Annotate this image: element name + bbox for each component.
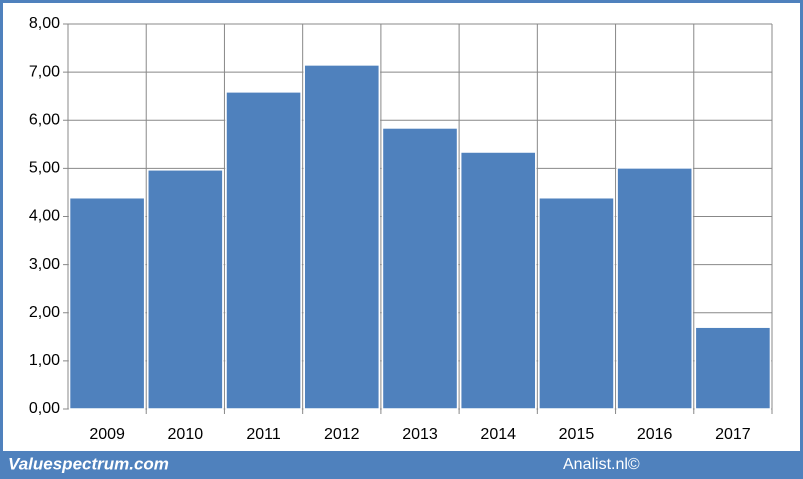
bar bbox=[538, 196, 615, 410]
x-tick-label: 2009 bbox=[89, 426, 125, 443]
bar bbox=[459, 151, 537, 410]
x-tick-label: 2013 bbox=[402, 426, 438, 443]
x-tick-label: 2016 bbox=[637, 426, 673, 443]
y-tick-label: 5,00 bbox=[29, 160, 60, 177]
x-tick-label: 2011 bbox=[246, 426, 281, 443]
x-tick-label: 2017 bbox=[715, 426, 751, 443]
bar bbox=[147, 169, 224, 410]
x-tick-label: 2015 bbox=[559, 426, 595, 443]
y-tick-label: 3,00 bbox=[29, 256, 60, 273]
bar bbox=[68, 196, 146, 410]
y-tick-label: 0,00 bbox=[29, 400, 60, 417]
bar bbox=[225, 91, 302, 410]
bar bbox=[694, 326, 772, 410]
x-tick-label: 2014 bbox=[480, 426, 516, 443]
y-tick-label: 4,00 bbox=[29, 208, 60, 225]
y-tick-label: 2,00 bbox=[29, 304, 60, 321]
y-tick-label: 6,00 bbox=[29, 111, 60, 128]
bar bbox=[616, 167, 693, 410]
x-tick-label: 2012 bbox=[324, 426, 360, 443]
watermark-left: Valuespectrum.com bbox=[8, 454, 169, 473]
watermark-right: Analist.nl© bbox=[563, 456, 640, 473]
y-tick-label: 7,00 bbox=[29, 63, 60, 80]
y-tick-label: 8,00 bbox=[29, 15, 60, 32]
x-tick-label: 2010 bbox=[168, 426, 204, 443]
y-tick-label: 1,00 bbox=[29, 352, 60, 369]
bar bbox=[381, 127, 459, 410]
bar bbox=[303, 64, 381, 410]
